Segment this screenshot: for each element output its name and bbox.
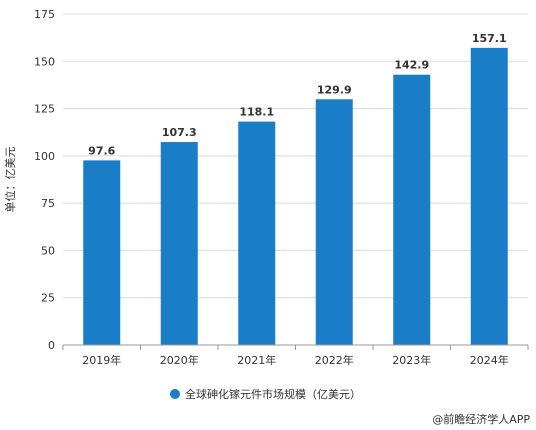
x-tick-label: 2020年 xyxy=(160,353,199,367)
legend[interactable]: 全球砷化镓元件市场规模（亿美元） xyxy=(170,387,361,401)
legend-marker xyxy=(170,389,180,399)
y-tick-label: 150 xyxy=(34,55,55,68)
x-tick-label: 2024年 xyxy=(470,353,509,367)
bar[interactable] xyxy=(393,74,431,346)
value-label: 118.1 xyxy=(239,106,274,119)
bar[interactable] xyxy=(470,47,508,346)
y-axis-label: 单位：亿美元 xyxy=(3,147,17,213)
y-tick-label: 25 xyxy=(41,292,55,305)
y-tick-label: 100 xyxy=(34,150,55,163)
x-axis-ticks: 2019年 2020年 2021年 2022年 2023年 2024年 xyxy=(62,345,529,367)
value-label: 129.9 xyxy=(317,83,352,96)
bar[interactable] xyxy=(315,99,353,345)
value-label: 107.3 xyxy=(162,126,197,139)
source-credit: @前瞻经济学人APP xyxy=(432,412,530,426)
value-label: 142.9 xyxy=(394,59,429,72)
y-axis-ticks: 0 25 50 75 100 125 150 175 xyxy=(34,8,55,352)
x-tick-label: 2023年 xyxy=(392,353,431,367)
y-tick-label: 175 xyxy=(34,8,55,21)
gridlines xyxy=(63,13,528,299)
y-tick-label: 0 xyxy=(48,339,55,352)
bar[interactable] xyxy=(160,142,198,345)
x-tick-label: 2019年 xyxy=(82,353,121,367)
value-label: 97.6 xyxy=(88,144,115,157)
bars xyxy=(83,47,508,346)
legend-label: 全球砷化镓元件市场规模（亿美元） xyxy=(185,387,361,401)
bar[interactable] xyxy=(238,121,276,345)
value-label: 157.1 xyxy=(472,32,507,45)
y-tick-label: 50 xyxy=(41,244,55,257)
value-labels: 97.6 107.3 118.1 129.9 142.9 157.1 xyxy=(88,32,506,158)
x-tick-label: 2022年 xyxy=(315,353,354,367)
x-tick-label: 2021年 xyxy=(237,353,276,367)
bar[interactable] xyxy=(83,160,121,345)
y-tick-label: 125 xyxy=(34,103,55,116)
y-tick-label: 75 xyxy=(41,197,55,210)
